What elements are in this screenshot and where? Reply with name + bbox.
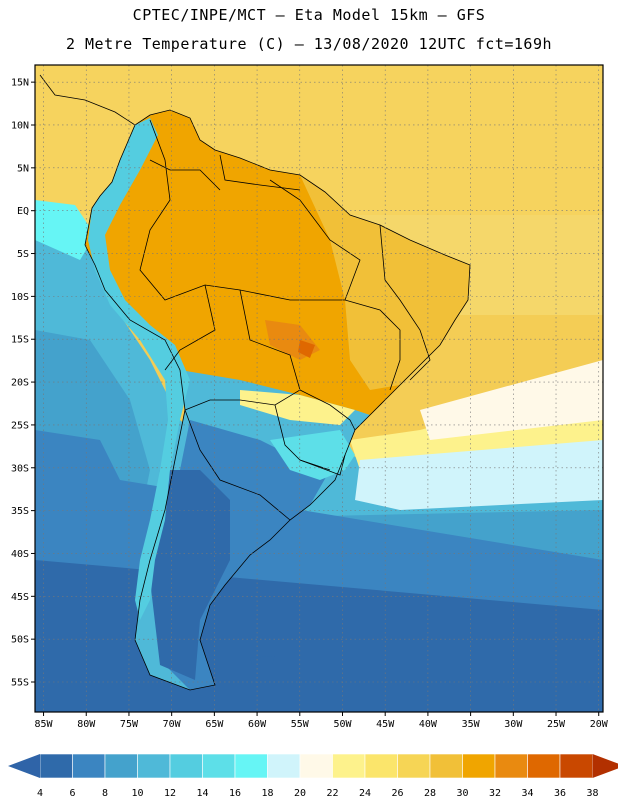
lon-tick-label: 30W bbox=[504, 719, 523, 730]
color-scale-label: 28 bbox=[424, 788, 436, 799]
lat-tick-label: 35S bbox=[11, 506, 29, 517]
lat-tick-label: 20S bbox=[11, 378, 29, 389]
color-scale-label: 22 bbox=[326, 788, 338, 799]
color-scale-swatch bbox=[462, 753, 496, 779]
color-scale-swatch bbox=[72, 753, 106, 779]
lon-tick-label: 60W bbox=[248, 719, 267, 730]
lat-tick-label: 55S bbox=[11, 678, 29, 689]
color-scale-label: 14 bbox=[196, 788, 208, 799]
color-scale-swatch bbox=[169, 753, 203, 779]
color-scale-swatch bbox=[397, 753, 431, 779]
color-scale-label: 18 bbox=[261, 788, 273, 799]
color-scale-label: 8 bbox=[102, 788, 108, 799]
color-scale-swatch bbox=[364, 753, 398, 779]
color-scale-swatch bbox=[332, 753, 366, 779]
color-scale-label: 12 bbox=[164, 788, 176, 799]
lon-tick-label: 25W bbox=[547, 719, 566, 730]
color-scale-label: 20 bbox=[294, 788, 306, 799]
color-scale-label: 30 bbox=[456, 788, 468, 799]
lat-tick-label: 45S bbox=[11, 592, 29, 603]
lon-tick-label: 55W bbox=[291, 719, 310, 730]
lat-tick-label: EQ bbox=[17, 206, 29, 217]
color-scale-label: 24 bbox=[359, 788, 371, 799]
lon-tick-label: 40W bbox=[419, 719, 438, 730]
color-scale-swatch bbox=[39, 753, 73, 779]
map-title-line-1: CPTEC/INPE/MCT – Eta Model 15km – GFS bbox=[132, 6, 486, 24]
color-scale-label: 10 bbox=[131, 788, 143, 799]
color-scale-swatch bbox=[234, 753, 268, 779]
lat-tick-label: 30S bbox=[11, 463, 29, 474]
color-scale-label: 4 bbox=[37, 788, 43, 799]
color-scale-swatch bbox=[267, 753, 301, 779]
color-scale-label: 26 bbox=[391, 788, 403, 799]
color-scale-label: 32 bbox=[489, 788, 501, 799]
lon-tick-label: 35W bbox=[462, 719, 481, 730]
color-scale-label: 38 bbox=[586, 788, 598, 799]
color-scale-swatch bbox=[202, 753, 236, 779]
color-scale-swatch bbox=[137, 753, 171, 779]
lat-tick-label: 10S bbox=[11, 292, 29, 303]
axis-ticks: 15N 10N 5N EQ 5S 10S 15S 20S 25S 30S 35S 40S 45S 50S 5… bbox=[11, 78, 609, 730]
color-scale-swatch bbox=[559, 753, 593, 779]
lat-tick-label: 5N bbox=[17, 163, 29, 174]
lat-tick-label: 10N bbox=[11, 120, 29, 131]
lon-tick-label: 50W bbox=[333, 719, 352, 730]
lat-tick-label: 15S bbox=[11, 335, 29, 346]
graticule bbox=[35, 65, 603, 712]
color-scale-swatch bbox=[299, 753, 333, 779]
lon-tick-label: 45W bbox=[376, 719, 395, 730]
lat-tick-label: 50S bbox=[11, 635, 29, 646]
map-title-line-2: 2 Metre Temperature (C) – 13/08/2020 12U… bbox=[65, 35, 553, 53]
color-scale-label: 36 bbox=[554, 788, 566, 799]
color-scale-label: 34 bbox=[521, 788, 533, 799]
lon-tick-label: 75W bbox=[120, 719, 139, 730]
lon-tick-label: 80W bbox=[77, 719, 96, 730]
color-scale-swatch bbox=[494, 753, 528, 779]
map-frame bbox=[34, 64, 604, 713]
lon-tick-label: 70W bbox=[163, 719, 182, 730]
color-scale-swatch bbox=[429, 753, 463, 779]
lat-tick-label: 15N bbox=[11, 78, 29, 89]
color-scale-low-arrow bbox=[8, 754, 40, 778]
lat-tick-label: 5S bbox=[17, 249, 29, 260]
color-scale-swatch bbox=[104, 753, 138, 779]
color-scale-swatch bbox=[527, 753, 561, 779]
color-scale-label: 16 bbox=[229, 788, 241, 799]
color-scale-label: 6 bbox=[69, 788, 75, 799]
lon-tick-label: 20W bbox=[590, 719, 609, 730]
lon-tick-label: 65W bbox=[205, 719, 224, 730]
map-field bbox=[35, 65, 603, 712]
lon-tick-label: 85W bbox=[35, 719, 54, 730]
lat-tick-label: 40S bbox=[11, 549, 29, 560]
lat-tick-label: 25S bbox=[11, 420, 29, 431]
color-scale-high-arrow bbox=[592, 754, 618, 778]
country-borders bbox=[39, 74, 471, 691]
